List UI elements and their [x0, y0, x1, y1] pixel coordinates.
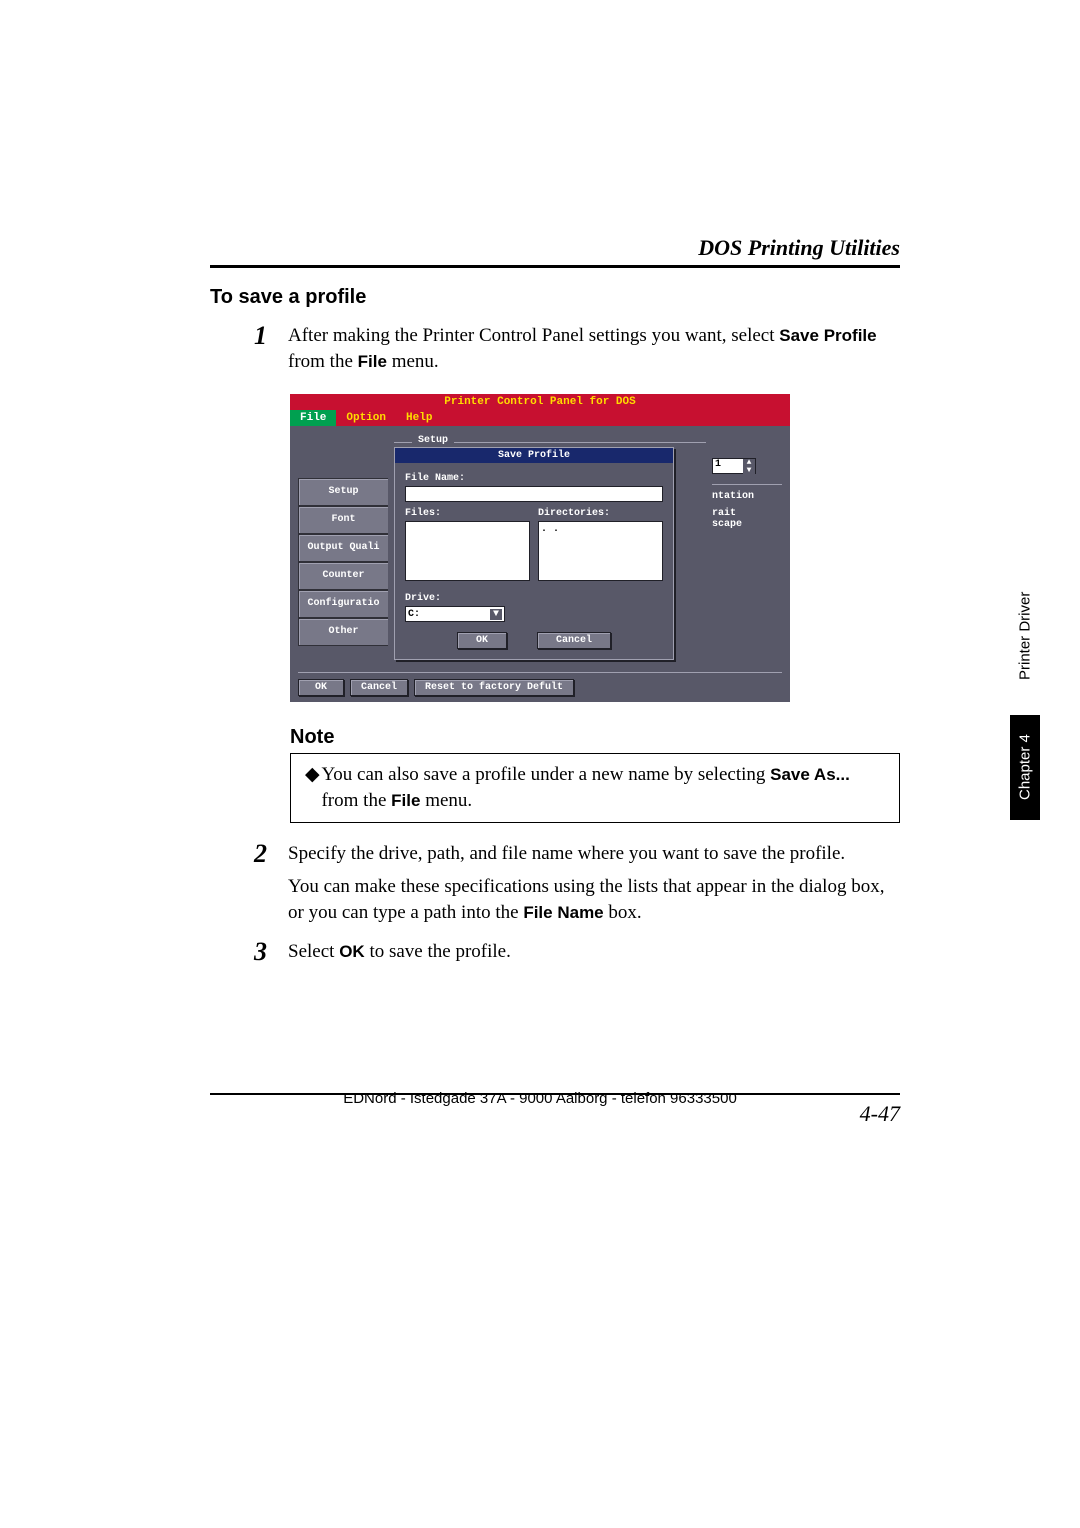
drive-label: Drive: [405, 593, 505, 604]
step-2: 2 Specify the drive, path, and file name… [254, 841, 900, 934]
drive-combobox[interactable]: C: ▼ [405, 606, 505, 622]
note-box: ◆ You can also save a profile under a ne… [290, 753, 900, 822]
dos-menubar: File Option Help [290, 410, 790, 426]
files-label: Files: [405, 508, 530, 519]
step-1: 1 After making the Printer Control Panel… [254, 323, 900, 382]
save-profile-dialog: Save Profile File Name: Files: Direct [394, 447, 674, 660]
text: from the [321, 790, 391, 811]
right-panel: 1 ▲ ▼ ntation rait scape [712, 434, 782, 666]
reset-button[interactable]: Reset to factory Defult [414, 679, 574, 696]
tab-setup[interactable]: Setup [298, 478, 388, 506]
footer-text: EDNord - Istedgade 37A - 9000 Aalborg - … [0, 1090, 1080, 1107]
copies-spinner[interactable]: 1 ▲ ▼ [712, 458, 756, 474]
bold-text: Save As... [770, 765, 850, 784]
menu-file[interactable]: File [290, 410, 336, 426]
dos-titlebar: Printer Control Panel for DOS [290, 394, 790, 410]
step-number: 3 [254, 939, 288, 973]
running-header: DOS Printing Utilities [210, 235, 900, 261]
file-name-input[interactable] [405, 486, 663, 502]
dialog-title: Save Profile [395, 448, 673, 463]
note-heading: Note [290, 726, 900, 749]
setup-label-text: Setup [412, 435, 454, 446]
bold-text: File [391, 791, 420, 810]
text: Select [288, 941, 339, 962]
tab-other[interactable]: Other [298, 618, 388, 646]
tab-output[interactable]: Output Quali [298, 534, 388, 562]
note-text: You can also save a profile under a new … [321, 762, 885, 813]
step-text: Specify the drive, path, and file name w… [288, 841, 900, 934]
drive-value: C: [408, 609, 420, 620]
bullet-icon: ◆ [305, 762, 321, 813]
section-heading: To save a profile [210, 286, 900, 309]
directories-label: Directories: [538, 508, 663, 519]
header-rule [210, 265, 900, 268]
text: menu. [420, 790, 472, 811]
chapter-tab-white: Printer Driver [1010, 550, 1040, 715]
files-listbox[interactable] [405, 521, 530, 581]
menu-option[interactable]: Option [336, 410, 396, 426]
file-name-label: File Name: [405, 473, 663, 484]
text: menu. [392, 351, 439, 372]
orientation-label: ntation [712, 491, 782, 502]
ok-button[interactable]: OK [298, 679, 344, 696]
text: box. [604, 902, 642, 923]
dialog-cancel-button[interactable]: Cancel [537, 632, 611, 649]
dos-screenshot: Printer Control Panel for DOS File Optio… [290, 394, 790, 702]
chevron-down-icon: ▼ [490, 609, 502, 620]
bold-text: OK [339, 942, 365, 961]
step-number: 1 [254, 323, 288, 382]
text: from the [288, 351, 358, 372]
orientation-opt1: rait [712, 508, 782, 519]
tab-config[interactable]: Configuratio [298, 590, 388, 618]
bold-text: File [358, 352, 387, 371]
step-3: 3 Select OK to save the profile. [254, 939, 900, 973]
text: You can also save a profile under a new … [321, 764, 770, 785]
text: to save the profile. [365, 941, 511, 962]
chapter-tab-black: Chapter 4 [1010, 715, 1040, 820]
text: After making the Printer Control Panel s… [288, 325, 779, 346]
tab-font[interactable]: Font [298, 506, 388, 534]
orientation-opt2: scape [712, 519, 782, 530]
setup-group-label: Setup [394, 442, 706, 443]
paragraph: Specify the drive, path, and file name w… [288, 841, 900, 867]
spinner-value: 1 [713, 459, 743, 473]
dos-body: Setup Font Output Quali Counter Configur… [290, 426, 790, 702]
step-text: After making the Printer Control Panel s… [288, 323, 900, 382]
chapter-tab: Printer Driver Chapter 4 [1010, 550, 1040, 830]
cancel-button[interactable]: Cancel [350, 679, 408, 696]
directories-listbox[interactable]: . . [538, 521, 663, 581]
menu-help[interactable]: Help [396, 410, 442, 426]
spinner-down-icon[interactable]: ▼ [743, 467, 755, 475]
paragraph: You can make these specifications using … [288, 874, 900, 925]
step-number: 2 [254, 841, 288, 934]
side-tabs: Setup Font Output Quali Counter Configur… [298, 478, 388, 666]
step-text: Select OK to save the profile. [288, 939, 900, 973]
bold-text: Save Profile [779, 326, 876, 345]
bottom-button-bar: OK Cancel Reset to factory Defult [298, 672, 782, 696]
tab-counter[interactable]: Counter [298, 562, 388, 590]
bold-text: File Name [523, 903, 603, 922]
dialog-ok-button[interactable]: OK [457, 632, 507, 649]
